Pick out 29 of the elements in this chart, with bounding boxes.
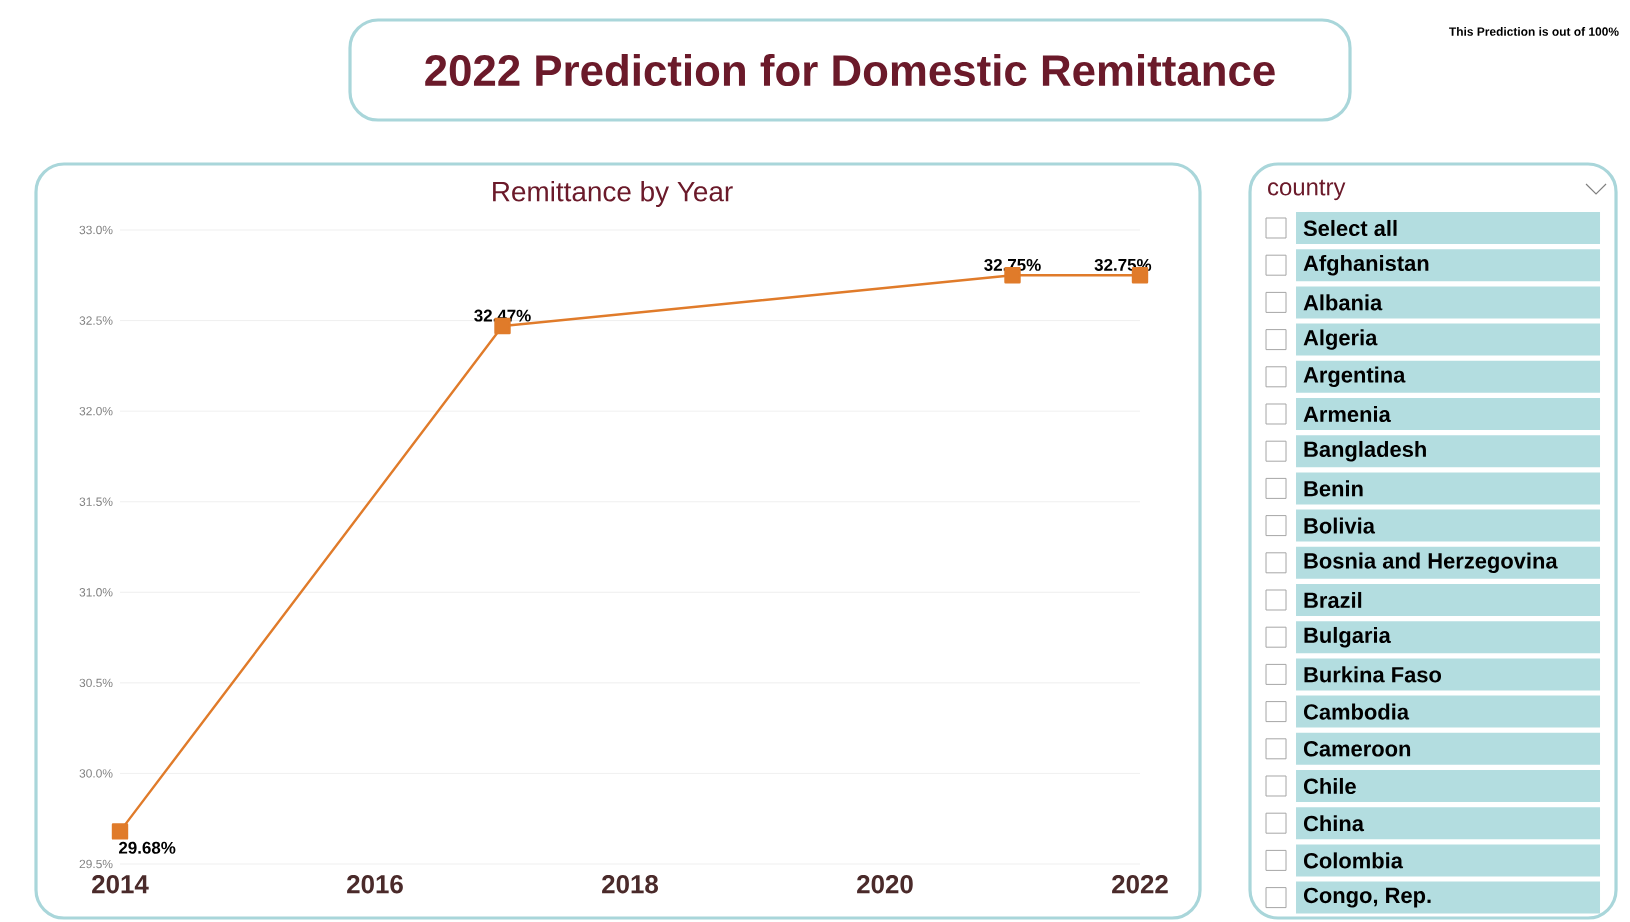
x-tick-label: 2022	[1112, 875, 1168, 894]
point	[111, 823, 129, 840]
text: Argentina	[1303, 366, 1406, 388]
text: Bangladesh	[1304, 440, 1426, 462]
text: Cameroon	[1303, 741, 1411, 757]
text: Cambodia	[1303, 703, 1410, 720]
data-label: 29.68%	[118, 841, 176, 854]
x-tick-label: 2020	[857, 875, 913, 894]
text: Brazil	[1304, 591, 1362, 609]
text: Benin	[1304, 480, 1363, 497]
text: country	[1268, 179, 1346, 201]
text: Albania	[1303, 294, 1383, 311]
text: Colombia	[1303, 852, 1404, 869]
text: Burkina Faso	[1304, 666, 1442, 683]
text: Select all	[1303, 219, 1397, 237]
text: Bulgaria	[1304, 626, 1391, 648]
text: Congo, Rep.	[1303, 887, 1431, 908]
text: Bolivia	[1304, 517, 1376, 534]
chart-subtitle: Remittance by Year	[493, 180, 733, 207]
x-tick-label: 2014	[92, 875, 149, 894]
x-tick-label: 2018	[602, 875, 659, 894]
text: Armenia	[1303, 405, 1391, 423]
text: Algeria	[1303, 329, 1378, 350]
text: Afghanistan	[1303, 254, 1429, 276]
x-tick-label: 2016	[347, 875, 403, 894]
chart-title: 2022 Prediction for Domestic Remittance	[425, 53, 1275, 87]
text: Bosnia and Herzegovina	[1304, 552, 1558, 574]
text: China	[1303, 815, 1365, 832]
text: Chile	[1303, 777, 1356, 795]
